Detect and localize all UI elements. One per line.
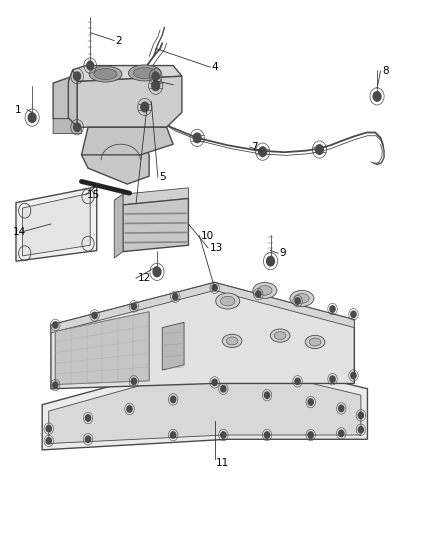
Ellipse shape	[290, 290, 314, 306]
Text: 14: 14	[13, 227, 26, 237]
Text: 2: 2	[116, 36, 122, 45]
Circle shape	[358, 412, 364, 418]
Circle shape	[351, 372, 356, 378]
Circle shape	[221, 385, 226, 392]
Circle shape	[308, 432, 313, 438]
Circle shape	[74, 123, 81, 132]
Circle shape	[339, 430, 344, 437]
Circle shape	[46, 425, 51, 432]
Polygon shape	[42, 354, 367, 450]
Ellipse shape	[94, 68, 117, 79]
Ellipse shape	[220, 296, 235, 306]
Text: 9: 9	[279, 248, 286, 258]
Circle shape	[92, 312, 97, 319]
Polygon shape	[22, 193, 90, 256]
Polygon shape	[73, 66, 182, 82]
Polygon shape	[51, 282, 354, 389]
Text: 4: 4	[212, 62, 218, 72]
Ellipse shape	[253, 282, 277, 298]
Ellipse shape	[295, 294, 309, 303]
Ellipse shape	[270, 329, 290, 342]
Text: 8: 8	[382, 66, 389, 76]
Circle shape	[256, 291, 261, 297]
Text: 1: 1	[15, 104, 21, 115]
Polygon shape	[53, 76, 77, 127]
Polygon shape	[53, 119, 81, 134]
Polygon shape	[81, 127, 173, 155]
Circle shape	[53, 382, 58, 388]
Circle shape	[85, 415, 91, 421]
Circle shape	[170, 432, 176, 438]
Ellipse shape	[133, 67, 156, 78]
Circle shape	[339, 405, 344, 411]
Ellipse shape	[222, 334, 242, 348]
Circle shape	[330, 306, 335, 312]
Circle shape	[173, 294, 178, 300]
Polygon shape	[55, 312, 149, 384]
Ellipse shape	[305, 335, 325, 349]
Text: 7: 7	[251, 142, 258, 152]
Text: 3: 3	[174, 80, 181, 90]
Ellipse shape	[128, 65, 161, 81]
Circle shape	[152, 81, 159, 91]
Circle shape	[265, 432, 270, 438]
Circle shape	[85, 436, 91, 442]
Circle shape	[267, 256, 275, 266]
Text: 12: 12	[138, 273, 151, 283]
Circle shape	[259, 147, 267, 157]
Circle shape	[74, 72, 81, 80]
Circle shape	[351, 311, 356, 318]
Circle shape	[53, 322, 58, 328]
Circle shape	[358, 426, 364, 433]
Text: 15: 15	[87, 190, 100, 200]
Circle shape	[265, 392, 270, 398]
Circle shape	[127, 406, 132, 412]
Circle shape	[131, 303, 137, 310]
Polygon shape	[49, 362, 361, 443]
Polygon shape	[51, 282, 354, 333]
Polygon shape	[68, 70, 77, 127]
Text: 11: 11	[216, 458, 229, 468]
Circle shape	[170, 396, 176, 402]
Ellipse shape	[226, 337, 238, 345]
Polygon shape	[16, 187, 97, 261]
Circle shape	[153, 267, 161, 277]
Polygon shape	[123, 188, 188, 205]
Circle shape	[28, 113, 36, 123]
Circle shape	[131, 378, 137, 384]
Circle shape	[141, 102, 149, 112]
Polygon shape	[123, 198, 188, 252]
Ellipse shape	[309, 338, 321, 346]
Polygon shape	[77, 76, 182, 127]
Ellipse shape	[274, 332, 286, 340]
Text: 6: 6	[138, 199, 144, 209]
Circle shape	[330, 376, 335, 382]
Ellipse shape	[216, 293, 240, 309]
Circle shape	[308, 399, 313, 405]
Circle shape	[221, 432, 226, 438]
Ellipse shape	[89, 66, 122, 82]
Polygon shape	[81, 127, 149, 184]
Circle shape	[193, 133, 201, 143]
Text: 5: 5	[159, 172, 166, 182]
Circle shape	[212, 379, 217, 385]
Circle shape	[87, 61, 94, 70]
Text: 13: 13	[209, 243, 223, 253]
Circle shape	[295, 298, 300, 304]
Polygon shape	[114, 194, 123, 258]
Text: 10: 10	[201, 231, 214, 241]
Circle shape	[295, 378, 300, 384]
Circle shape	[212, 285, 217, 291]
Circle shape	[152, 72, 159, 80]
Circle shape	[373, 92, 381, 101]
Ellipse shape	[258, 286, 272, 295]
Polygon shape	[162, 322, 184, 370]
Circle shape	[46, 438, 51, 444]
Circle shape	[315, 145, 323, 155]
